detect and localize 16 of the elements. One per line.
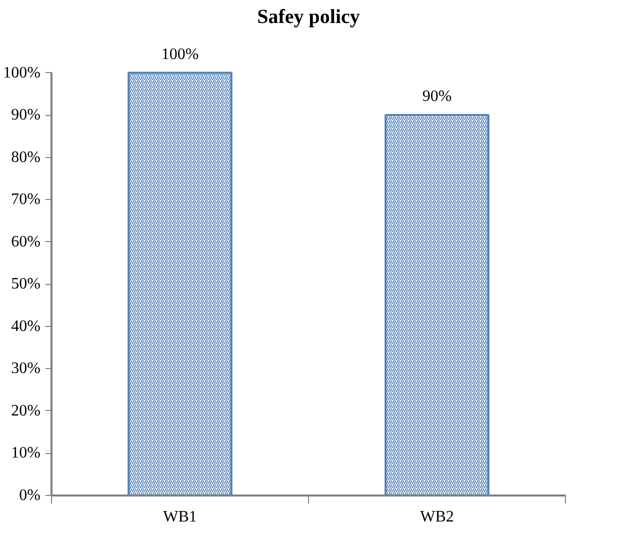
y-tick-label: 50% (11, 276, 40, 293)
y-tick-label: 100% (3, 64, 40, 82)
data-label: 90% (422, 88, 452, 106)
y-tick-label: 40% (11, 318, 40, 335)
y-tick-label: 20% (11, 402, 40, 420)
chart-title: Safey policy (257, 6, 360, 28)
y-tick-label: 10% (11, 444, 40, 462)
y-tick-label: 0% (19, 487, 40, 504)
y-tick-label: 80% (11, 148, 40, 166)
y-tick-label: 90% (11, 106, 40, 124)
x-tick-label: WB1 (163, 508, 197, 526)
y-tick-label: 30% (11, 360, 40, 378)
y-tick-label: 60% (11, 233, 40, 250)
y-tick-label: 70% (11, 191, 40, 208)
data-label: 100% (161, 46, 199, 63)
x-tick-label: WB2 (420, 508, 454, 526)
